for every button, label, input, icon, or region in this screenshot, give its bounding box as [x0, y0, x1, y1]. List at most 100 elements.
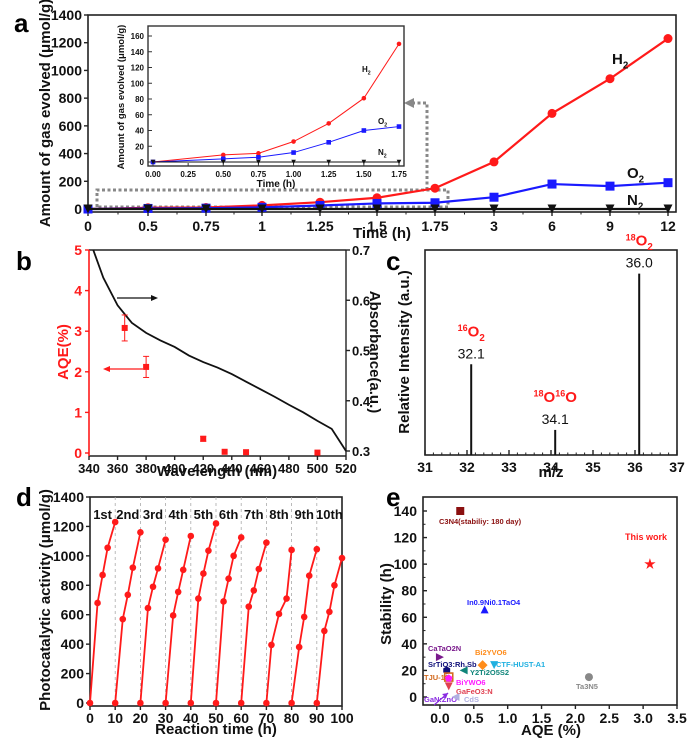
cycle-point — [288, 699, 295, 707]
series-o2-point — [605, 181, 615, 191]
inset-x-axis-label: Time (h) — [257, 179, 296, 190]
y-axis-label: Amount of gas evolved (μmol/g) — [37, 0, 54, 227]
plot-frame — [87, 14, 677, 213]
cycle-point — [220, 598, 227, 605]
point-biywo6 — [444, 674, 453, 682]
cycle-point — [205, 547, 212, 555]
cycle-line — [215, 537, 243, 704]
y-tick-label: 1200 — [53, 518, 84, 534]
y-tick-label: 1000 — [53, 548, 84, 564]
x-tick-label: 0.75 — [192, 218, 219, 234]
inset-series-n2-point — [150, 159, 156, 165]
series-n2-label: N2 — [627, 192, 644, 213]
series-n2-point — [201, 204, 211, 214]
inset-frame — [147, 25, 405, 167]
y-axis-label: Photocatalytic activity (μmol/g) — [37, 489, 54, 711]
cycle-label: 6th — [219, 507, 239, 522]
cycle-point — [212, 520, 220, 527]
x-tick-label: 12 — [660, 218, 676, 234]
x-tick-label: 50 — [208, 710, 224, 726]
inset-series-n2-point — [326, 159, 332, 165]
point-gafeo3-n — [444, 682, 453, 691]
cycle-point — [275, 610, 283, 618]
aqe-point — [314, 449, 321, 456]
x-tick-label: 80 — [284, 710, 300, 726]
aqe-point — [243, 449, 250, 456]
y2-tick-label: 0.7 — [352, 243, 370, 258]
point-label-catao2n: CaTaO2N — [428, 644, 461, 653]
inset-series-h2-point — [220, 152, 226, 158]
series-n2-point — [489, 204, 499, 214]
series-h2-label: H2 — [612, 51, 629, 72]
peak-value-label: 36.0 — [626, 255, 653, 271]
panel-c: 31 32 33 34 35 36 37 m/z Relative Intensity (a.u… — [396, 232, 685, 481]
inset-n2-label: N2 — [378, 148, 387, 159]
inset-series-o2-point — [256, 154, 261, 160]
x-tick-label: 33 — [501, 459, 517, 475]
y-axis-label: Relative Intensity (a.u.) — [396, 270, 413, 433]
x-tick-label: 340 — [78, 461, 100, 476]
cycle-point — [321, 627, 328, 635]
cycle-label: 5th — [194, 507, 214, 522]
x-tick-label: 31 — [417, 459, 433, 475]
peak-value-label: 34.1 — [542, 411, 569, 427]
cycle-point — [86, 699, 94, 707]
x-tick-label: 90 — [309, 710, 325, 726]
cycle-point — [237, 534, 245, 541]
x-tick-label: 34 — [543, 459, 559, 475]
point-label-y2ti2o5s2: Y2Ti2O5S2 — [470, 668, 509, 677]
x-tick-label: 2.0 — [566, 710, 586, 726]
series-o2-point — [430, 198, 440, 208]
cycle-label: 4th — [168, 507, 188, 522]
cycle-line — [265, 549, 293, 704]
point-label-srtio3-rh-sb: SrTiO3:Rh,Sb — [428, 660, 477, 669]
inset-series-h2-point — [291, 139, 296, 144]
series-n2-point — [143, 204, 153, 214]
y-tick-label: 200 — [59, 173, 83, 189]
cycle-point — [283, 595, 290, 602]
cycle-point — [137, 699, 144, 707]
x-tick-label: 520 — [335, 461, 357, 476]
point-this-work — [644, 558, 656, 569]
x-tick-label: 0.5 — [464, 710, 484, 726]
inset-x-tick-label: 1.00 — [286, 170, 302, 179]
cycle-line — [114, 532, 142, 704]
y-tick-label: 40 — [401, 636, 417, 652]
cycle-point — [230, 552, 237, 560]
zoom-region-box — [95, 188, 450, 209]
series-n2-point — [83, 204, 93, 214]
cycle-line — [240, 542, 268, 704]
inset-y-tick-label: 140 — [131, 48, 145, 57]
y-axis-label: Stability (h) — [378, 563, 395, 645]
y-tick-label: 80 — [401, 583, 417, 599]
aqe-point — [121, 324, 128, 331]
inset-x-tick-label: 0.25 — [180, 170, 196, 179]
x-tick-label: 10 — [107, 710, 123, 726]
inset-x-tick-label: 0.00 — [145, 170, 161, 179]
inset-x-tick-label: 1.75 — [391, 170, 407, 179]
series-h2-point — [663, 34, 673, 44]
y-tick-label: 2 — [74, 364, 82, 380]
series-o2-label: O2 — [627, 165, 645, 186]
cycle-point — [111, 699, 119, 707]
inset-series-h2-point — [256, 151, 261, 156]
x-tick-label: 440 — [221, 461, 243, 476]
x-axis-label: Reaction time (h) — [155, 721, 277, 738]
cycle-point — [245, 603, 253, 610]
point-label-bi2yvo6: Bi2YVO6 — [475, 648, 507, 657]
x-tick-label: 30 — [158, 710, 174, 726]
y-tick-label: 1200 — [51, 35, 82, 51]
cycle-point — [195, 595, 202, 602]
x-tick-label: 3.5 — [667, 710, 687, 726]
x-tick-label: 460 — [249, 461, 271, 476]
left-axis-arrow-head — [103, 366, 110, 372]
series-n2-point — [257, 204, 267, 214]
x-tick-label: 3 — [490, 218, 498, 234]
cycle-line — [315, 557, 343, 704]
cycle-point — [295, 643, 303, 651]
x-axis-label: Wavelength (nm) — [157, 463, 277, 480]
cycle-point — [288, 546, 295, 554]
inset-series-n2-point — [361, 159, 367, 165]
